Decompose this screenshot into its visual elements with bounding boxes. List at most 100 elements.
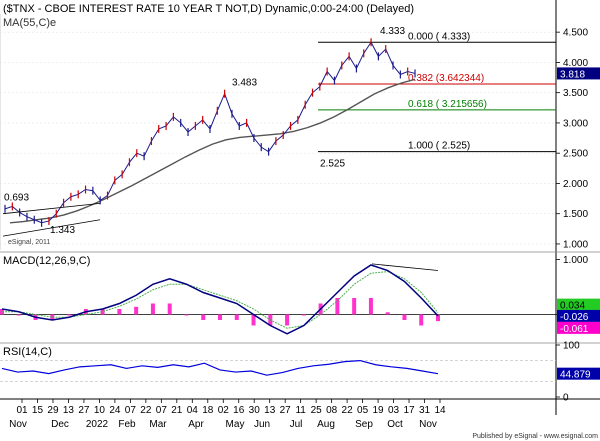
price-tick-label: 1.000 [563,239,588,250]
x-tick-label: 05 [357,405,369,416]
macd-histogram-bar [67,314,72,316]
x-tick-label: 27 [280,405,292,416]
price-tick-label: 2.000 [563,179,588,190]
macd-histogram-bar [117,309,122,315]
x-tick-label: 08 [326,405,338,416]
rsi-line [1,359,439,376]
x-tick-label: 16 [233,405,245,416]
x-tick-label: 13 [264,405,276,416]
x-tick-label: 02 [218,405,230,416]
x-month-label: May [226,419,245,430]
price-tick-label: 4.500 [563,28,588,39]
price-annotation: 0.693 [4,192,29,203]
x-month-label: Aug [317,419,335,430]
rsi-tick-label: 0 [563,393,569,404]
watermark: eSignal, 2011 [8,239,50,246]
macd-histogram-bar [184,314,189,316]
fib-label: 0.382 (3.642344) [408,73,484,84]
price-annotation: 2.525 [320,158,345,169]
x-tick-label: 14 [434,405,446,416]
macd-histogram-bar [301,314,306,316]
x-month-label: Apr [188,419,204,430]
macd-histogram-bar [100,309,105,315]
ma-legend-label: MA(55,C)e [3,17,56,29]
macd-tick-label: 1.000 [563,255,588,266]
x-month-label: Jun [254,419,270,430]
rsi-badge [557,367,600,380]
x-tick-label: 10 [94,405,106,416]
macd-badge-value: 0.034 [560,301,585,312]
x-month-label: Mar [149,419,167,430]
macd-trendline [371,263,439,271]
x-tick-label: 21 [171,405,183,416]
x-month-label: Sep [355,419,373,430]
x-month-label: Nov [419,419,437,430]
macd-histogram-bar [251,314,256,326]
price-annotation: 3.483 [232,77,257,88]
x-tick-label: 19 [373,405,385,416]
x-tick-label: 22 [342,405,354,416]
macd-histogram-bar [218,314,222,320]
macd-histogram-bar [402,314,407,320]
macd-histogram-bar [16,314,21,316]
x-tick-label: 30 [249,405,261,416]
price-annotation: 1.343 [50,225,75,236]
x-tick-label: 13 [63,405,75,416]
price-tick-label: 3.000 [563,118,588,129]
x-tick-label: 15 [32,405,44,416]
macd-histogram-bar [419,314,424,326]
macd-histogram-bar [436,314,440,322]
macd-histogram-bar [50,314,55,320]
macd-histogram-bar [134,306,139,315]
macd-histogram-bar [352,298,357,315]
fib-label: 0.618 ( 3.215656) [408,99,487,110]
x-tick-label: 03 [388,405,400,416]
x-tick-label: 31 [419,405,431,416]
price-tick-label: 2.500 [563,149,588,160]
macd-histogram-bar [234,314,239,320]
macd-histogram-bar [167,303,172,315]
macd-histogram-bar [150,303,155,315]
x-tick-label: 01 [16,405,28,416]
macd-histogram-bar [285,314,290,326]
rsi-tick-label: 100 [563,341,580,352]
footer-credit: Published by eSignal - www.esignal.com [472,433,598,440]
x-tick-label: 07 [125,405,137,416]
macd-line [1,264,439,335]
fib-label: 0.000 ( 4.333) [408,31,470,42]
x-tick-label: 24 [109,405,121,416]
rsi-label: RSI(14,C) [3,346,52,358]
x-tick-label: 22 [140,405,152,416]
last-price-badge [557,67,600,80]
price-tick-label: 4.000 [563,58,588,69]
x-tick-label: 04 [187,405,199,416]
x-tick-label: 29 [47,405,59,416]
macd-histogram-bar [335,298,340,315]
x-tick-label: 27 [78,405,90,416]
rsi-badge-value: 44.879 [560,370,591,381]
x-tick-label: 11 [295,405,306,416]
macd-histogram-bar [201,314,206,320]
chart-title: ($TNX - CBOE INTEREST RATE 10 YEAR T NOT… [3,3,414,15]
price-tick-label: 3.500 [563,88,588,99]
macd-histogram-bar [368,298,373,315]
macd-badge-value: -0.061 [560,324,589,335]
x-month-label: Oct [387,419,403,430]
last-price-value: 3.818 [560,69,585,80]
ma-line [9,78,416,224]
trendline-lower [2,219,101,237]
x-tick-label: 17 [403,405,415,416]
macd-badge [557,309,600,322]
x-month-label: 2022 [86,419,109,430]
price-tick-label: 1.500 [563,209,588,220]
price-annotation: 4.333 [380,26,405,37]
x-tick-label: 07 [156,405,168,416]
x-tick-label: 18 [202,405,214,416]
macd-signal-line [2,271,439,329]
macd-badge-value: -0.026 [560,312,589,323]
x-month-label: Dec [51,419,69,430]
trendline-upper [2,203,101,215]
macd-label: MACD(12,26,9,C) [3,255,90,267]
fib-label: 1.000 ( 2.525) [408,141,470,152]
